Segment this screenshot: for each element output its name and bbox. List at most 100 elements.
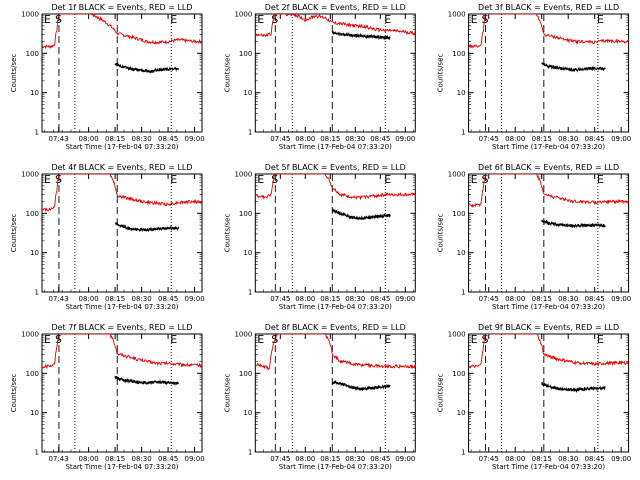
lld-series-line: [42, 14, 202, 50]
x-tick-label: 07:43: [49, 135, 69, 143]
y-axis-label: Counts/sec: [437, 214, 445, 253]
x-tick-label: 08:00: [505, 295, 525, 303]
x-tick-label: 08:00: [505, 455, 525, 463]
y-axis-label: Counts/sec: [10, 214, 18, 253]
x-tick-label: 08:45: [370, 295, 390, 303]
x-tick-label: 08:15: [105, 135, 125, 143]
y-tick-label: 100: [26, 370, 39, 378]
detector-panel-2: Det 2f BLACK = Events, RED = LLD 1 10 100 10…: [223, 3, 416, 151]
start-marker-e: E: [257, 173, 264, 186]
lld-series-line: [468, 174, 629, 208]
x-tick-label: 07:45: [270, 295, 290, 303]
x-tick-label: 09:00: [611, 455, 631, 463]
y-tick-label: 100: [239, 50, 252, 58]
y-axis-label: Counts/sec: [223, 214, 231, 253]
x-tick-label: 08:15: [532, 455, 552, 463]
x-tick-label: 08:45: [370, 135, 390, 143]
y-tick-label: 1000: [234, 11, 252, 19]
x-tick-label: 08:00: [79, 295, 99, 303]
x-tick-label: 09:00: [395, 135, 415, 143]
y-tick-label: 100: [452, 210, 465, 218]
y-tick-label: 1000: [448, 171, 466, 179]
x-tick-label: 09:00: [611, 135, 631, 143]
detector-panel-8: Det 8f BLACK = Events, RED = LLD 1 10 100 10…: [223, 323, 416, 471]
plot-frame: [468, 173, 630, 293]
y-axis-label: Counts/sec: [223, 54, 231, 93]
x-tick-label: 08:45: [370, 455, 390, 463]
y-axis-label: Counts/sec: [10, 374, 18, 413]
events-series-line: [114, 62, 179, 74]
y-tick-label: 1: [248, 449, 252, 457]
x-tick-label: 08:15: [320, 135, 340, 143]
x-tick-label: 07:43: [49, 295, 69, 303]
start-marker-e: E: [471, 13, 478, 26]
start-marker-e: E: [257, 13, 264, 26]
y-tick-label: 10: [243, 409, 252, 417]
plot-frame: [254, 173, 416, 293]
plot-frame: [41, 333, 203, 453]
events-series-line: [114, 222, 180, 233]
y-axis-label: Counts/sec: [437, 54, 445, 93]
y-tick-label: 10: [30, 89, 39, 97]
x-axis-label: Start Time (17-Feb-04 07:33:20): [279, 303, 392, 311]
end-marker-e: E: [170, 13, 177, 26]
end-marker-e: E: [597, 173, 604, 186]
events-series-line: [331, 208, 391, 221]
x-tick-label: 08:45: [158, 135, 178, 143]
x-tick-label: 08:00: [295, 295, 315, 303]
x-tick-label: 08:15: [105, 295, 125, 303]
x-tick-label: 08:45: [585, 455, 605, 463]
panel-title: Det 8f BLACK = Events, RED = LLD: [265, 323, 406, 332]
marker-s: S: [271, 13, 278, 26]
x-tick-label: 08:15: [532, 295, 552, 303]
y-tick-label: 1000: [21, 171, 39, 179]
x-tick-label: 08:45: [585, 135, 605, 143]
x-tick-label: 08:30: [345, 295, 365, 303]
y-axis-label: Counts/sec: [223, 374, 231, 413]
y-tick-label: 1: [248, 129, 252, 137]
x-tick-label: 08:15: [320, 295, 340, 303]
marker-s: S: [271, 173, 278, 186]
panel-title: Det 3f BLACK = Events, RED = LLD: [478, 3, 619, 12]
start-marker-e: E: [471, 333, 478, 346]
y-tick-label: 1: [248, 289, 252, 297]
y-axis-label: Counts/sec: [10, 54, 18, 93]
events-series-line: [541, 381, 606, 393]
detector-panel-7: Det 7f BLACK = Events, RED = LLD 1 10 100 10…: [10, 323, 205, 471]
x-tick-label: 07:45: [479, 455, 499, 463]
x-tick-label: 07:45: [479, 295, 499, 303]
x-tick-label: 08:30: [558, 295, 578, 303]
x-tick-label: 08:45: [585, 295, 605, 303]
x-tick-label: 09:00: [611, 295, 631, 303]
y-tick-label: 10: [457, 409, 466, 417]
start-marker-e: E: [44, 173, 51, 186]
x-tick-label: 09:00: [395, 295, 415, 303]
start-marker-e: E: [257, 333, 264, 346]
end-marker-e: E: [384, 333, 391, 346]
x-tick-label: 08:15: [532, 135, 552, 143]
plot-frame: [41, 173, 203, 293]
y-tick-label: 10: [457, 89, 466, 97]
lld-series-line: [468, 14, 629, 49]
end-marker-e: E: [170, 173, 177, 186]
x-axis-label: Start Time (17-Feb-04 07:33:20): [492, 463, 605, 471]
x-tick-label: 09:00: [395, 455, 415, 463]
plot-frame: [254, 13, 416, 133]
x-axis-label: Start Time (17-Feb-04 07:33:20): [492, 143, 605, 151]
y-tick-label: 1000: [448, 11, 466, 19]
detector-panel-1: Det 1f BLACK = Events, RED = LLD 1 10 100 10…: [10, 3, 205, 151]
lld-series-line: [42, 174, 202, 212]
x-tick-label: 08:00: [79, 135, 99, 143]
y-tick-label: 1000: [234, 331, 252, 339]
x-tick-label: 08:15: [105, 455, 125, 463]
y-tick-label: 1: [35, 289, 39, 297]
marker-s: S: [55, 333, 62, 346]
x-tick-label: 08:30: [132, 135, 152, 143]
lld-series-line: [255, 334, 416, 371]
x-tick-label: 08:00: [79, 455, 99, 463]
x-tick-label: 09:00: [184, 455, 204, 463]
y-tick-label: 1000: [234, 171, 252, 179]
x-tick-label: 07:45: [479, 135, 499, 143]
detector-panel-3: Det 3f BLACK = Events, RED = LLD 1 10 100 10…: [437, 3, 632, 151]
detector-panel-9: Det 9f BLACK = Events, RED = LLD 1 10 100 10…: [437, 323, 632, 471]
